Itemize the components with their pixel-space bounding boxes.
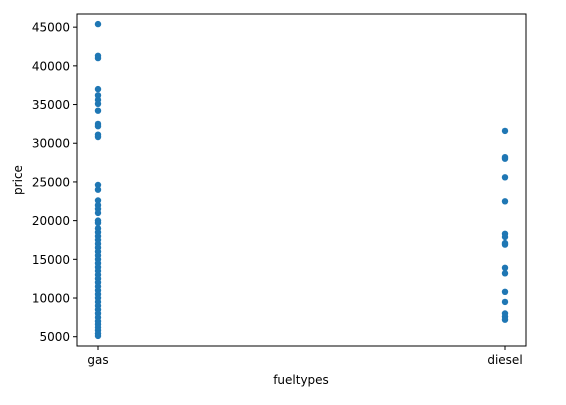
y-tick-label: 20000: [32, 214, 70, 228]
x-tick-label-diesel: diesel: [487, 353, 522, 367]
data-point-diesel-56: [501, 233, 509, 241]
data-point-gas-0: [94, 20, 102, 28]
data-point-gas-6: [94, 100, 102, 108]
data-point-gas-11: [94, 133, 102, 141]
data-point-diesel-50: [501, 127, 509, 135]
data-point-gas-12: [94, 181, 102, 189]
data-point-diesel-52: [501, 155, 509, 162]
data-point-diesel-54: [501, 198, 509, 205]
y-tick-label: 15000: [32, 253, 70, 267]
x-axis-label: fueltypes: [273, 373, 329, 387]
data-point-gas-13: [94, 186, 102, 193]
y-tick-label: 45000: [32, 21, 70, 35]
data-point-diesel-62: [501, 298, 509, 306]
data-point-gas-2: [94, 54, 102, 62]
data-point-diesel-59: [501, 264, 509, 271]
data-point-diesel-58: [501, 241, 509, 248]
y-axis-label: price: [11, 165, 25, 195]
data-point-gas-9: [94, 123, 102, 130]
y-axis: 5000 10000 15000 20000 25000 30000 35000 40000 4…: [32, 21, 77, 344]
data-point-gas-19: [94, 219, 102, 227]
y-tick-label: 25000: [32, 175, 70, 189]
data-point-gas-4: [94, 92, 102, 99]
data-point-diesel-60: [501, 270, 509, 277]
data-point-gas-17: [94, 209, 102, 217]
y-tick-label: 10000: [32, 292, 70, 306]
data-point-diesel-53: [501, 174, 509, 181]
data-point-diesel-65: [501, 316, 509, 323]
data-point-diesel-61: [501, 288, 509, 295]
data-point-gas-3: [94, 85, 102, 93]
x-axis: gas diesel: [87, 346, 523, 367]
points-group: [94, 20, 509, 340]
plot-frame: [76, 13, 527, 347]
y-tick-label: 40000: [32, 59, 70, 73]
data-point-gas-14: [94, 197, 102, 204]
data-point-gas-49: [94, 332, 102, 340]
y-tick-label: 5000: [39, 330, 70, 344]
x-tick-label-gas: gas: [87, 353, 108, 367]
y-tick-label: 35000: [32, 98, 70, 112]
data-point-gas-7: [94, 107, 102, 114]
y-tick-label: 30000: [32, 137, 70, 151]
